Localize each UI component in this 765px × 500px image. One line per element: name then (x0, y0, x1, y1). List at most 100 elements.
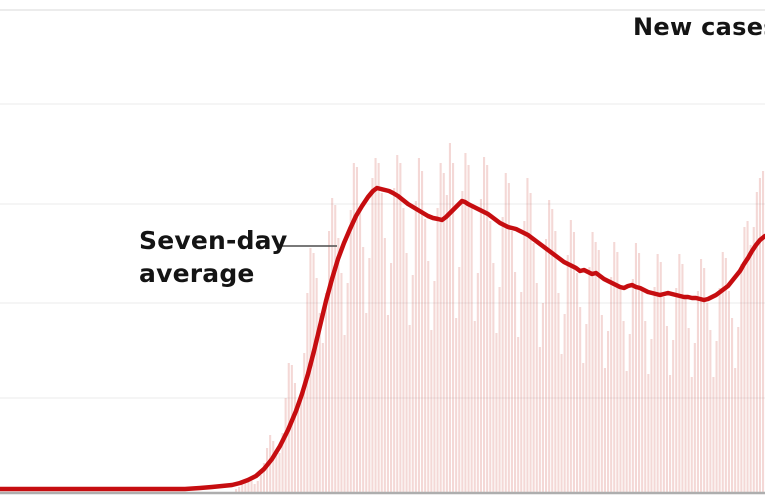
bar (349, 210, 352, 493)
bar (278, 453, 281, 493)
bar (545, 239, 548, 493)
bar (706, 303, 709, 493)
bar (359, 208, 362, 493)
bar (656, 254, 659, 493)
bar (272, 441, 275, 493)
bar (365, 313, 368, 493)
bar (492, 263, 495, 493)
bar (293, 383, 296, 493)
bar (430, 330, 433, 493)
bar (390, 263, 393, 493)
bar (514, 272, 517, 493)
bar (551, 209, 554, 493)
bar (613, 242, 616, 493)
bar (340, 273, 343, 493)
bar (498, 287, 501, 493)
bar (510, 231, 513, 493)
seven-day-average-label: Seven-day average (139, 226, 288, 288)
bar (526, 178, 529, 493)
bar (458, 267, 461, 493)
bar (517, 337, 520, 493)
bar (486, 165, 489, 493)
bar (470, 205, 473, 493)
bar (693, 343, 696, 493)
bar (352, 163, 355, 493)
bar (337, 238, 340, 493)
bar (275, 453, 278, 493)
bar (625, 371, 628, 493)
bar (727, 291, 730, 493)
bar (653, 287, 656, 493)
bar (262, 463, 265, 493)
bar (386, 315, 389, 493)
bar (321, 343, 324, 493)
bar (504, 173, 507, 493)
bar (362, 247, 365, 493)
bar (244, 479, 247, 493)
bar (703, 268, 706, 493)
bar (529, 193, 532, 493)
bar (607, 331, 610, 493)
bar (297, 403, 300, 493)
bar (579, 307, 582, 493)
bar (684, 299, 687, 493)
bar (749, 245, 752, 493)
bar (312, 253, 315, 493)
bar (538, 347, 541, 493)
bar (259, 475, 262, 493)
bar (718, 288, 721, 493)
bar (650, 339, 653, 493)
bar (461, 191, 464, 493)
bar (324, 293, 327, 493)
bar (306, 293, 309, 493)
bar (300, 393, 303, 493)
bar (374, 158, 377, 493)
bar (572, 232, 575, 493)
bar (414, 201, 417, 493)
bar (541, 303, 544, 493)
bar (731, 318, 734, 493)
bar (600, 315, 603, 493)
bar (724, 258, 727, 493)
bar (752, 227, 755, 493)
bar (681, 264, 684, 493)
bar (489, 221, 492, 493)
bar (762, 171, 765, 493)
bar (290, 365, 293, 493)
bar (594, 242, 597, 493)
bar (678, 254, 681, 493)
bar (585, 324, 588, 493)
bar (638, 253, 641, 493)
bar (393, 188, 396, 493)
bar (659, 262, 662, 493)
bar (700, 259, 703, 493)
bar (371, 178, 374, 493)
bar (318, 313, 321, 493)
bar (569, 220, 572, 493)
bar (672, 340, 675, 493)
bar (566, 255, 569, 493)
bar (535, 283, 538, 493)
bar (557, 293, 560, 493)
bar (250, 481, 253, 493)
bar (582, 363, 585, 493)
bar (303, 353, 306, 493)
bar (455, 318, 458, 493)
bar (696, 291, 699, 493)
bar (433, 281, 436, 493)
bar (421, 171, 424, 493)
bar (266, 448, 269, 493)
bar (315, 278, 318, 493)
bar (591, 232, 594, 493)
bar (507, 183, 510, 493)
bar (448, 143, 451, 493)
bar (501, 217, 504, 493)
bar (411, 275, 414, 493)
bar (346, 283, 349, 493)
bar (253, 484, 256, 493)
bar (331, 198, 334, 493)
bar (424, 219, 427, 493)
bar (628, 334, 631, 493)
bar (235, 489, 238, 493)
